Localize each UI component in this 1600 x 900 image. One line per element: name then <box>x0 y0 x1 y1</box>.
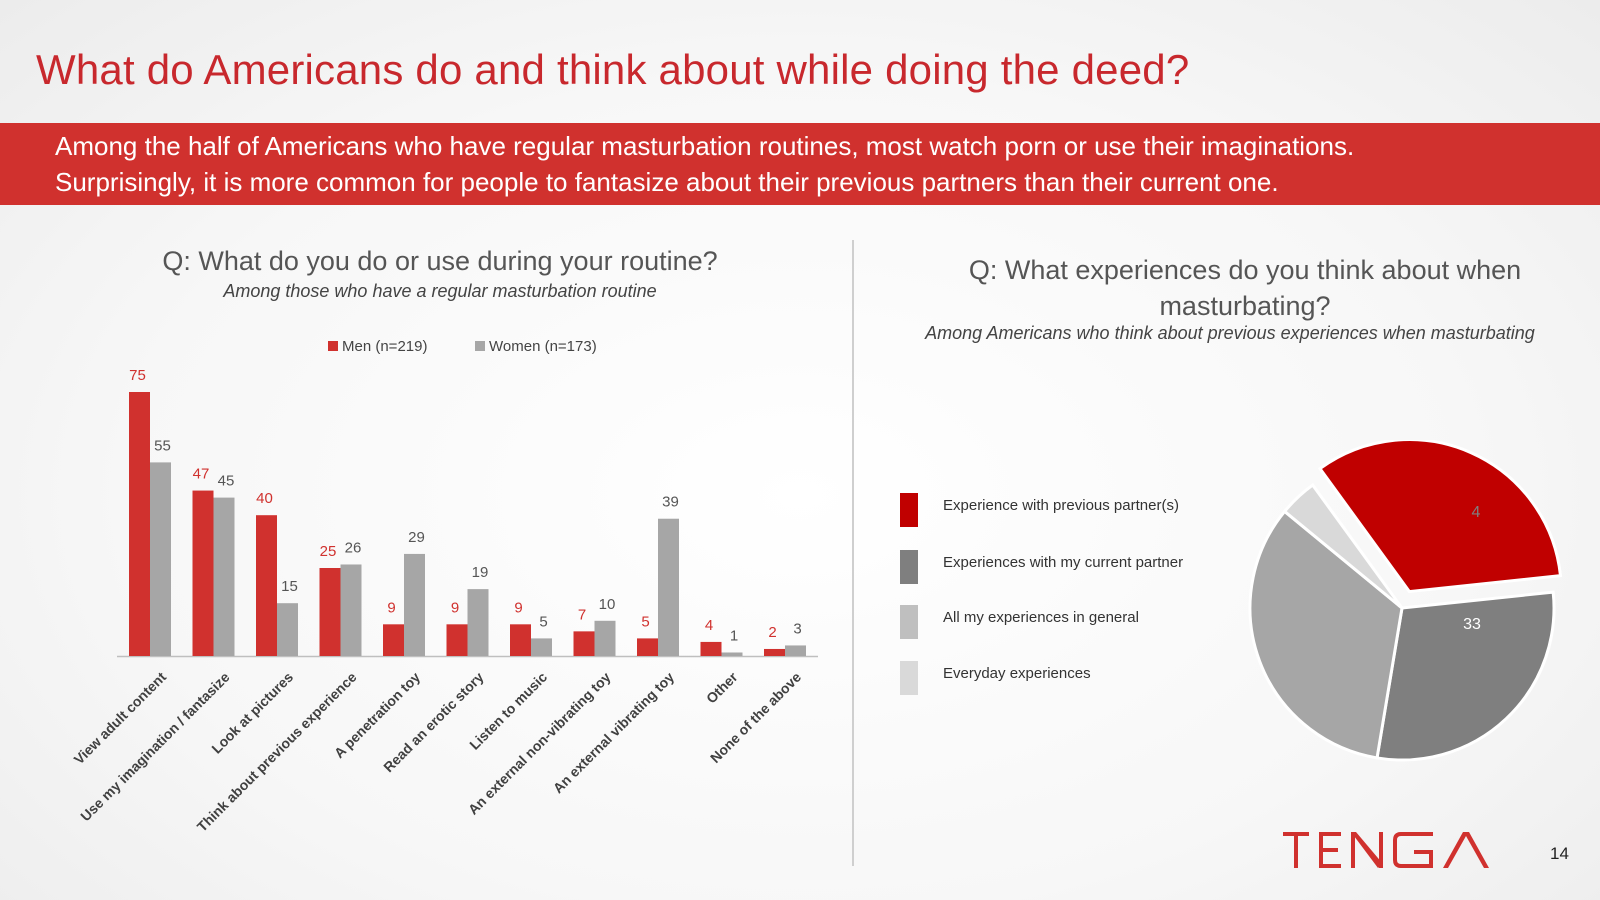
data-label-women: 55 <box>154 437 171 454</box>
right-question-line-2: masturbating? <box>1159 291 1331 321</box>
summary-banner: Among the half of Americans who have reg… <box>0 123 1600 205</box>
pie-legend-label: All my experiences in general <box>943 609 1139 626</box>
category-label: An external vibrating toy <box>550 669 678 797</box>
bar-men <box>446 624 468 656</box>
panel-divider <box>852 240 854 866</box>
bar-women <box>531 638 552 656</box>
data-label-men: 4 <box>705 617 713 634</box>
data-label-women: 10 <box>599 596 616 613</box>
pie-legend-swatch <box>900 550 918 584</box>
bar-men <box>510 624 531 656</box>
pie-legend-swatch <box>900 661 918 695</box>
pie-legend-label: Experience with previous partner(s) <box>943 497 1179 514</box>
bar-women <box>213 497 235 656</box>
pie-legend-label: Experiences with my current partner <box>943 554 1184 571</box>
data-label-men: 40 <box>256 490 273 507</box>
bar-women <box>277 603 298 656</box>
pie-slice <box>1317 440 1563 594</box>
data-label-women: 29 <box>408 529 425 546</box>
bar-men <box>764 648 785 656</box>
bar-men <box>192 490 214 656</box>
data-label-men: 9 <box>387 599 395 616</box>
pie-legend-label: Everyday experiences <box>943 665 1091 682</box>
data-label-men: 5 <box>641 613 649 630</box>
data-label-men: 25 <box>320 543 337 560</box>
data-label-men: 9 <box>514 599 522 616</box>
legend-men-swatch <box>328 341 338 351</box>
pie-value-label: 4 <box>1472 504 1481 521</box>
data-label-men: 2 <box>768 624 776 641</box>
legend-women: Women (n=173) <box>475 338 597 355</box>
bar-men <box>637 638 658 656</box>
data-label-men: 75 <box>129 367 146 384</box>
data-label-women: 5 <box>539 613 547 630</box>
data-label-women: 26 <box>345 539 362 556</box>
legend-men-label: Men (n=219) <box>342 338 428 355</box>
pie-value-label: 33 <box>1463 616 1481 633</box>
bar-women <box>594 620 616 656</box>
right-question-line-1: Q: What experiences do you think about w… <box>968 255 1522 285</box>
bar-women <box>658 518 679 656</box>
left-question: Q: What do you do or use during your rou… <box>162 246 718 276</box>
bar-men <box>383 624 404 656</box>
legend-women-swatch <box>475 341 485 351</box>
pie-legend-item-previous: Experience with previous partner(s) <box>900 493 1240 527</box>
data-label-men: 47 <box>193 466 210 483</box>
right-question: Q: What experiences do you think about w… <box>900 252 1590 324</box>
data-label-women: 19 <box>472 564 489 581</box>
pie-legend-swatch <box>900 493 918 527</box>
right-subtitle: Among Americans who think about previous… <box>925 323 1535 343</box>
pie-legend-item-everyday: Everyday experiences <box>900 661 1240 695</box>
bar-women <box>340 564 362 656</box>
data-label-women: 15 <box>281 578 298 595</box>
pie-legend-item-current: Experiences with my current partner <box>900 550 1240 584</box>
tenga-logo-mark <box>1283 832 1489 868</box>
pie-slice <box>1375 590 1556 762</box>
bar-men <box>700 641 722 656</box>
pie-slice <box>1248 509 1404 760</box>
pie-chart: 3329334 <box>1248 440 1563 762</box>
bar-women <box>785 645 806 656</box>
bar-men <box>319 568 341 656</box>
banner-line-2: Surprisingly, it is more common for peop… <box>55 167 1279 197</box>
data-label-women: 3 <box>793 620 801 637</box>
page-title: What do Americans do and think about whi… <box>36 46 1190 93</box>
bar-women <box>404 553 425 656</box>
legend-women-label: Women (n=173) <box>489 338 597 355</box>
bar-women <box>467 589 489 656</box>
banner-line-1: Among the half of Americans who have reg… <box>55 131 1355 161</box>
page-number: 14 <box>1550 844 1569 863</box>
data-label-women: 39 <box>662 494 679 511</box>
bar-men <box>573 631 595 656</box>
pie-slice <box>1282 482 1404 610</box>
pie-legend-swatch <box>900 605 918 639</box>
legend-men: Men (n=219) <box>328 338 427 355</box>
category-label: Other <box>703 668 741 706</box>
data-label-women: 45 <box>218 473 235 490</box>
bar-women <box>150 462 171 656</box>
tenga-logo <box>1283 832 1489 868</box>
bar-men <box>256 515 277 656</box>
data-label-men: 9 <box>451 599 459 616</box>
data-label-women: 1 <box>730 627 738 644</box>
left-subtitle: Among those who have a regular masturbat… <box>223 281 657 301</box>
pie-legend-item-general: All my experiences in general <box>900 605 1240 639</box>
data-label-men: 7 <box>578 606 586 623</box>
bar-men <box>129 392 150 656</box>
bar-women <box>721 652 743 656</box>
